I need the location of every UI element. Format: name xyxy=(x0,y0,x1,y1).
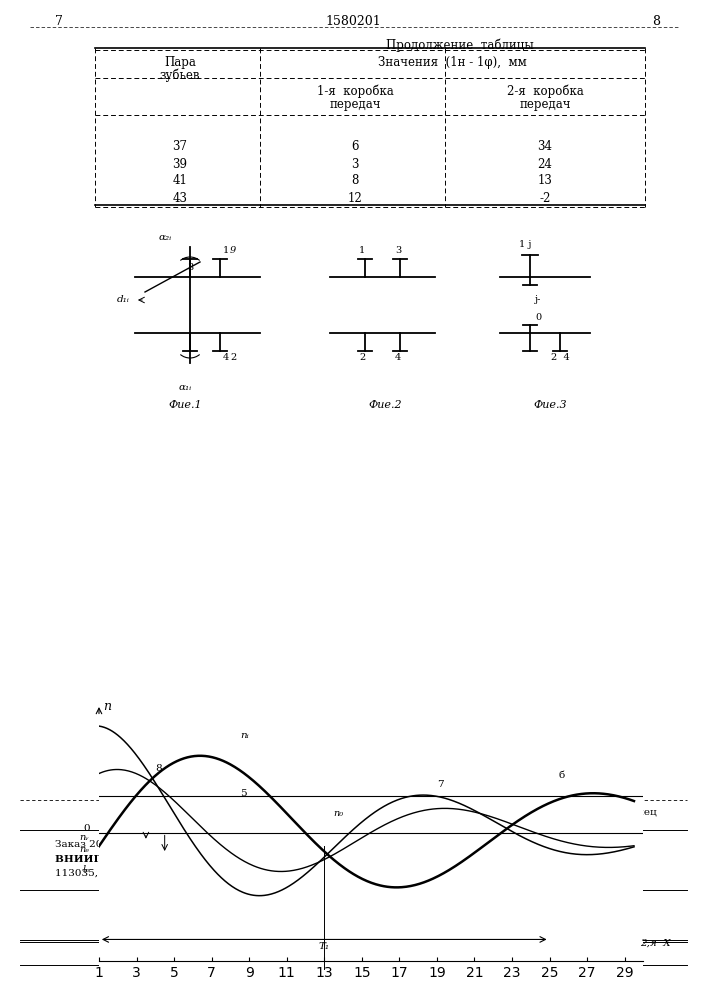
Text: 1: 1 xyxy=(223,246,229,255)
Text: α₁ᵢ: α₁ᵢ xyxy=(178,383,192,392)
Text: передач: передач xyxy=(519,98,571,111)
Text: lₙ: lₙ xyxy=(83,865,90,874)
Text: 5: 5 xyxy=(240,789,247,798)
Text: 1580201: 1580201 xyxy=(325,15,381,28)
Text: 39: 39 xyxy=(173,157,187,170)
Text: 2: 2 xyxy=(230,353,236,362)
Text: 8: 8 xyxy=(156,764,162,773)
Text: n₀: n₀ xyxy=(334,809,344,818)
Text: Фие.2: Фие.2 xyxy=(368,400,402,410)
Text: -2: -2 xyxy=(539,192,551,205)
Text: ВНИИПИ Государственного комитета по изобретениям и открытиям при ГКНТ СССР: ВНИИПИ Государственного комитета по изоб… xyxy=(55,855,579,864)
Text: 7: 7 xyxy=(55,15,63,28)
Text: 9: 9 xyxy=(230,246,236,255)
Text: 6: 6 xyxy=(351,140,358,153)
Text: 1 j: 1 j xyxy=(519,240,531,249)
Text: nₑ: nₑ xyxy=(80,845,90,854)
Text: 3: 3 xyxy=(351,157,358,170)
Text: передач: передач xyxy=(329,98,381,111)
Text: T₁: T₁ xyxy=(319,942,329,951)
Text: n: n xyxy=(103,700,111,713)
Text: 7: 7 xyxy=(437,780,443,789)
Text: 2: 2 xyxy=(359,353,365,362)
Text: 1-я  коробка: 1-я коробка xyxy=(317,85,393,99)
Text: 43: 43 xyxy=(173,192,187,205)
Text: 2,я  X: 2,я X xyxy=(640,939,670,948)
Text: 113035, Москва, Ж-35, Раушская наб., д. 4/5: 113035, Москва, Ж-35, Раушская наб., д. … xyxy=(55,868,300,878)
Text: 3: 3 xyxy=(187,262,193,271)
Text: 0: 0 xyxy=(535,312,541,322)
Text: Корректор М. Максимишинец: Корректор М. Максимишинец xyxy=(490,808,657,817)
Text: nᵥ: nᵥ xyxy=(80,833,90,842)
Text: Тираж 437: Тираж 437 xyxy=(310,840,369,849)
Text: 4: 4 xyxy=(395,353,401,362)
Text: б: б xyxy=(559,771,565,780)
Text: nᵢ: nᵢ xyxy=(240,731,249,740)
Text: 2-я  коробка: 2-я коробка xyxy=(507,85,583,99)
Text: Техред Л.Сердюкова: Техред Л.Сердюкова xyxy=(280,808,395,817)
Text: 0: 0 xyxy=(83,824,90,833)
Text: Производственно-издательский комбинат "Патент", г. Ужгород, ул. Гагарина, 101: Производственно-издательский комбинат "П… xyxy=(127,895,580,904)
Text: d₁ᵢ: d₁ᵢ xyxy=(117,296,130,304)
Text: 8: 8 xyxy=(351,174,358,188)
Text: 34: 34 xyxy=(537,140,552,153)
Text: 4: 4 xyxy=(223,353,229,362)
Text: Составитель Б. Афонский: Составитель Б. Афонский xyxy=(282,790,423,799)
Text: 12: 12 xyxy=(348,192,363,205)
Text: 3: 3 xyxy=(395,246,401,255)
Text: Значения  (1н - 1φ),  мм: Значения (1н - 1φ), мм xyxy=(378,56,527,69)
Text: зубьев: зубьев xyxy=(160,69,200,83)
Text: 37: 37 xyxy=(173,140,187,153)
Text: Пара: Пара xyxy=(164,56,196,69)
Text: 1: 1 xyxy=(359,246,365,255)
Text: Редактор О. Юрковецкая: Редактор О. Юрковецкая xyxy=(110,808,249,817)
Text: Подписное: Подписное xyxy=(520,840,580,849)
Text: 41: 41 xyxy=(173,174,187,188)
Text: α₂ᵢ: α₂ᵢ xyxy=(158,233,172,242)
Text: Продолжение  таблицы: Продолжение таблицы xyxy=(386,38,534,51)
Text: Фие.3: Фие.3 xyxy=(533,400,567,410)
Text: 13: 13 xyxy=(537,174,552,188)
Text: Фие.1: Фие.1 xyxy=(168,400,201,410)
Text: j-: j- xyxy=(535,296,542,304)
Text: 8: 8 xyxy=(652,15,660,28)
Text: Фие.4: Фие.4 xyxy=(335,760,370,773)
Text: 2  4: 2 4 xyxy=(551,353,569,362)
Text: Заказ 2005: Заказ 2005 xyxy=(55,840,116,849)
Text: 24: 24 xyxy=(537,157,552,170)
